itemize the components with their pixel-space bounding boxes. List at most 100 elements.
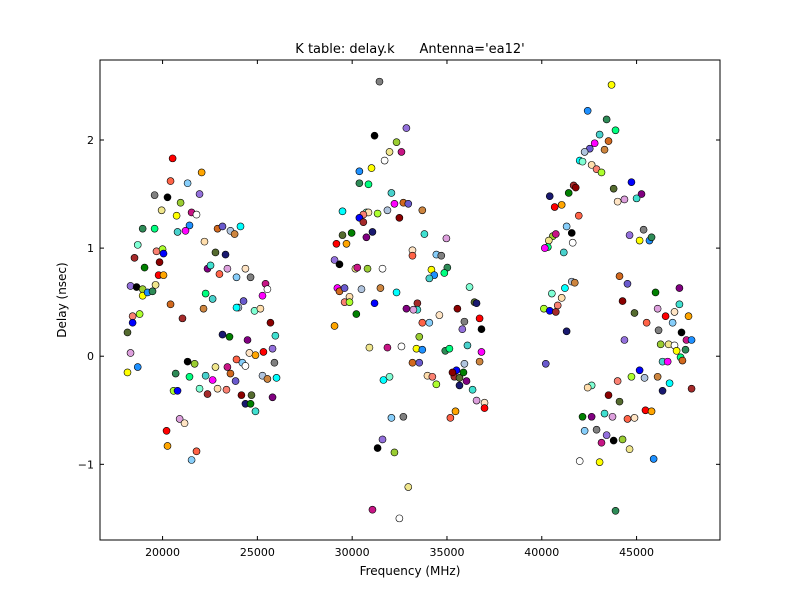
data-point <box>395 214 404 222</box>
data-point <box>607 81 616 89</box>
data-point <box>425 318 434 327</box>
data-point <box>221 250 230 259</box>
data-point <box>562 327 571 336</box>
data-point <box>180 419 189 428</box>
data-point <box>415 358 424 367</box>
data-point <box>620 195 629 204</box>
data-point <box>442 234 451 243</box>
data-point <box>578 157 587 166</box>
data-point <box>675 284 684 292</box>
x-tick-label: 35000 <box>429 546 464 559</box>
data-point <box>190 359 199 368</box>
data-point <box>590 139 599 148</box>
data-point <box>409 305 418 314</box>
data-point <box>223 264 232 273</box>
data-point <box>557 294 566 302</box>
data-point <box>675 300 684 309</box>
data-point <box>432 380 441 389</box>
data-point <box>390 199 399 208</box>
data-point <box>173 228 182 236</box>
data-point <box>600 145 609 154</box>
data-point <box>627 178 636 186</box>
data-point <box>178 314 187 323</box>
data-point <box>570 278 579 287</box>
data-point <box>168 154 177 163</box>
data-point <box>630 414 639 422</box>
data-point <box>208 295 217 303</box>
data-point <box>672 347 681 355</box>
x-tick-label: 30000 <box>335 546 370 559</box>
data-point <box>263 285 272 293</box>
data-point <box>148 287 157 296</box>
data-point <box>130 254 139 262</box>
data-point <box>428 372 437 381</box>
data-point <box>595 458 604 466</box>
data-point <box>653 304 662 313</box>
data-point <box>630 309 639 317</box>
data-point <box>268 393 277 402</box>
data-point <box>618 297 627 305</box>
data-point <box>571 183 580 192</box>
data-point <box>541 244 549 252</box>
data-point <box>592 425 601 434</box>
data-point <box>567 229 576 237</box>
data-point <box>181 227 190 235</box>
data-point <box>559 248 568 257</box>
data-point <box>185 221 194 230</box>
data-point <box>397 148 406 156</box>
data-point <box>597 168 606 177</box>
data-point <box>668 318 677 327</box>
data-point <box>246 399 255 408</box>
data-point <box>658 387 667 395</box>
data-point <box>649 455 658 463</box>
data-point <box>380 156 389 165</box>
data-point <box>375 77 384 86</box>
data-point <box>355 167 364 176</box>
data-point <box>387 189 396 197</box>
data-point <box>460 359 469 368</box>
data-point <box>552 230 560 238</box>
y-tick-label: 1 <box>87 242 94 255</box>
data-point <box>687 384 696 393</box>
data-point <box>272 374 281 382</box>
data-point <box>404 199 413 208</box>
data-point <box>475 314 484 323</box>
data-point <box>342 239 351 248</box>
data-point <box>211 248 220 257</box>
data-point <box>627 372 636 381</box>
data-point <box>578 412 587 421</box>
data-point <box>378 264 387 273</box>
data-point <box>195 384 204 393</box>
data-point <box>477 325 486 333</box>
data-point <box>440 269 449 277</box>
data-point <box>639 225 648 234</box>
x-axis-label: Frequency (MHz) <box>360 564 461 578</box>
data-point <box>352 310 361 318</box>
data-point <box>175 415 184 423</box>
data-point <box>625 231 634 239</box>
data-point <box>553 301 562 310</box>
x-tick-label: 40000 <box>524 546 559 559</box>
data-point <box>246 273 255 282</box>
data-point <box>651 288 660 297</box>
data-point <box>270 358 279 367</box>
data-point <box>623 279 632 288</box>
data-point <box>580 427 589 435</box>
data-point <box>166 300 175 309</box>
data-point <box>159 249 168 258</box>
x-tick-label: 25000 <box>240 546 275 559</box>
data-point <box>123 368 132 377</box>
data-point <box>635 236 644 245</box>
data-point <box>385 148 394 156</box>
data-point <box>126 349 135 357</box>
data-point <box>465 283 474 291</box>
data-point <box>609 436 618 445</box>
data-point <box>215 270 224 278</box>
y-axis-ticks: −1 0 1 2 <box>78 134 720 471</box>
data-point <box>613 377 622 385</box>
data-point <box>408 358 417 367</box>
data-point <box>656 340 665 349</box>
data-point <box>615 272 624 281</box>
data-point <box>347 229 356 237</box>
